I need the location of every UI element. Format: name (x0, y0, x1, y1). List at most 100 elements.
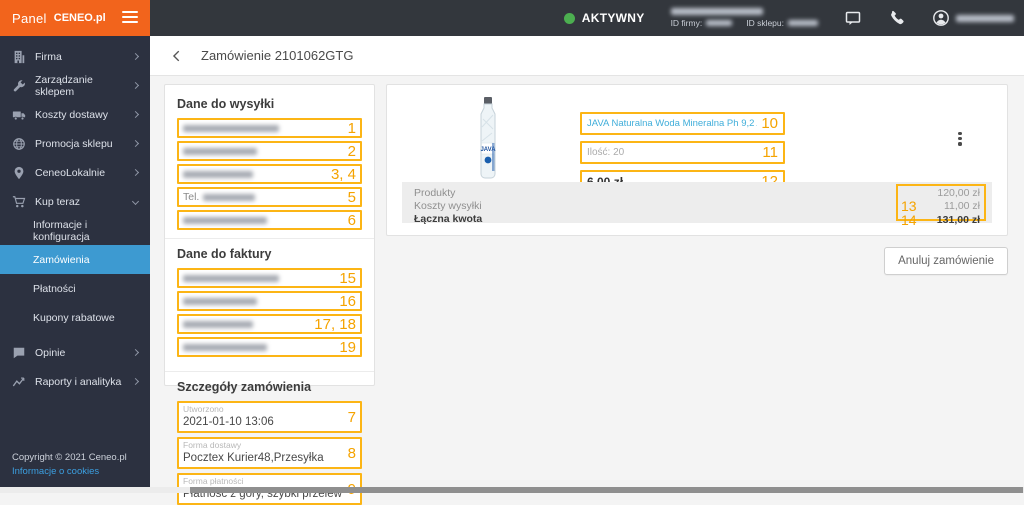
invoice-city-field: 17, 18 (177, 314, 362, 334)
annotation-number: 6 (347, 211, 356, 229)
chevron-right-icon (131, 139, 140, 148)
sidebar-item-platnosci[interactable]: Płatności (0, 274, 150, 303)
brand-panel-label: Panel (12, 10, 47, 26)
created-value: 2021-01-10 13:06 (183, 415, 274, 428)
redacted-site-name (670, 8, 763, 15)
sidebar-item-promocja-sklepu[interactable]: Promocja sklepu (0, 129, 150, 158)
annotation-number: 14 (901, 212, 917, 228)
cookies-link[interactable]: Informacje o cookies (12, 465, 100, 477)
id-sklepu-label: ID sklepu: (746, 18, 784, 28)
payment-method-label: Forma płatności (183, 476, 244, 487)
created-label: Utworzono (183, 404, 224, 414)
redacted-id-firmy (706, 20, 733, 26)
totals-sum-value: 131,00 zł (936, 213, 980, 226)
hamburger-menu-icon[interactable] (122, 11, 138, 25)
sidebar-item-label: Koszty dostawy (35, 108, 108, 121)
page-header: Zamówienie 2101062GTG (150, 36, 1024, 76)
product-quantity-field: Ilość: 20 11 (580, 141, 785, 164)
redacted-shipping-street (183, 147, 257, 155)
delivery-method-label: Forma dostawy (183, 440, 242, 451)
sidebar-item-kupony-rabatowe[interactable]: Kupony rabatowe (0, 303, 150, 332)
order-details-section-title: Szczegóły zamówienia (177, 380, 312, 394)
sidebar-item-zamowienia[interactable]: Zamówienia (0, 245, 150, 274)
sidebar-item-ceneolokalnie[interactable]: CeneoLokalnie (0, 158, 150, 187)
horizontal-scrollbar-thumb[interactable] (190, 487, 1023, 493)
brand-header: Panel CENEO.pl (0, 0, 150, 36)
sidebar-subitem-label: Płatności (33, 282, 76, 295)
chart-icon (12, 375, 26, 389)
invoice-street-field: 16 (177, 291, 362, 311)
sidebar-item-firma[interactable]: Firma (0, 42, 150, 71)
sidebar-item-zarzadzanie-sklepem[interactable]: Zarządzanie sklepem (0, 71, 150, 100)
chevron-right-icon (131, 168, 140, 177)
topbar-right: AKTYWNY ID firmy: ID sklepu: (150, 0, 1024, 36)
totals-products-label: Produkty (414, 187, 456, 199)
chevron-right-icon (131, 348, 140, 357)
annotation-number: 19 (339, 338, 356, 356)
status-dot-icon (563, 12, 575, 24)
annotation-number: 16 (339, 292, 356, 310)
redacted-shipping-name (183, 124, 279, 132)
order-totals: Produkty Koszty wysyłki Łączna kwota 120… (402, 182, 992, 227)
globe-icon (12, 137, 26, 151)
redacted-invoice-name (183, 274, 279, 282)
comment-icon (12, 346, 26, 360)
annotation-number: 17, 18 (314, 315, 356, 333)
topbar: Panel CENEO.pl AKTYWNY ID firmy: ID skle… (0, 0, 1024, 36)
status-label: AKTYWNY (581, 11, 645, 25)
sidebar-item-informacje-i-konfiguracja[interactable]: Informacje i konfiguracja (0, 216, 150, 245)
sidebar-item-koszty-dostawy[interactable]: Koszty dostawy (0, 100, 150, 129)
shipping-name-field: 1 (177, 118, 362, 138)
divider (165, 371, 374, 372)
sidebar-item-raporty-i-analityka[interactable]: Raporty i analityka (0, 367, 150, 396)
map-pin-icon (12, 166, 26, 180)
annotation-number: 5 (347, 188, 356, 206)
totals-shipping-value: 11,00 zł (944, 199, 980, 212)
sidebar-subitem-label: Kupony rabatowe (33, 311, 115, 324)
status-badge: AKTYWNY (563, 11, 645, 25)
cancel-order-button[interactable]: Anuluj zamówienie (884, 247, 1008, 275)
redacted-invoice-street (183, 297, 257, 305)
product-image: JAVA (471, 97, 505, 184)
shipping-city-field: 3, 4 (177, 164, 362, 184)
chevron-down-icon (131, 197, 140, 206)
item-options-kebab-icon[interactable] (953, 132, 967, 150)
sidebar-item-kup-teraz[interactable]: Kup teraz (0, 187, 150, 216)
phone-prefix-label: Tel. (183, 191, 200, 203)
annotation-number: 10 (761, 115, 778, 132)
sidebar-item-opinie[interactable]: Opinie (0, 338, 150, 367)
cart-icon (12, 195, 26, 209)
divider (165, 238, 374, 239)
totals-shipping-label: Koszty wysyłki (414, 200, 482, 212)
back-arrow-icon[interactable] (170, 48, 186, 64)
user-avatar-icon (932, 9, 950, 27)
sidebar-subitem-label: Informacje i konfiguracja (33, 218, 90, 243)
totals-products-value: 120,00 zł (937, 187, 980, 199)
chat-icon[interactable] (844, 9, 862, 27)
chevron-right-icon (132, 81, 140, 90)
sidebar-item-label: Zarządzanie sklepem (35, 73, 93, 98)
annotation-number: 8 (347, 444, 356, 462)
delivery-method-value: Pocztex Kurier48,Przesyłka (183, 451, 324, 464)
redacted-shipping-phone (203, 193, 256, 201)
svg-text:JAVA: JAVA (480, 147, 496, 153)
main-content: Zamówienie 2101062GTG Dane do wysyłki 1 … (150, 36, 1024, 505)
sidebar-subitem-label: Zamówienia (33, 253, 90, 266)
user-menu[interactable] (932, 9, 1014, 27)
invoice-name-field: 15 (177, 268, 362, 288)
totals-annotation-box: 120,00 zł 13 11,00 zł 14 131,00 zł (896, 184, 986, 227)
sidebar-item-label: Promocja sklepu (35, 137, 113, 150)
phone-icon[interactable] (888, 9, 906, 27)
company-info: ID firmy: ID sklepu: (670, 8, 818, 28)
chevron-right-icon (131, 52, 140, 61)
annotation-number: 3, 4 (330, 165, 356, 183)
product-quantity: Ilość: 20 (587, 147, 625, 158)
annotation-number: 13 (901, 198, 917, 214)
redacted-id-sklepu (788, 20, 818, 26)
product-name-field: JAVA Naturalna Woda Mineralna Ph 9,2 Alk… (580, 112, 785, 135)
product-name-link[interactable]: JAVA Naturalna Woda Mineralna Ph 9,2 Alk… (587, 118, 757, 129)
page-title: Zamówienie 2101062GTG (201, 48, 354, 63)
wrench-icon (12, 79, 26, 93)
shipping-street-field: 2 (177, 141, 362, 161)
shipping-phone-field: Tel. 5 (177, 187, 362, 207)
